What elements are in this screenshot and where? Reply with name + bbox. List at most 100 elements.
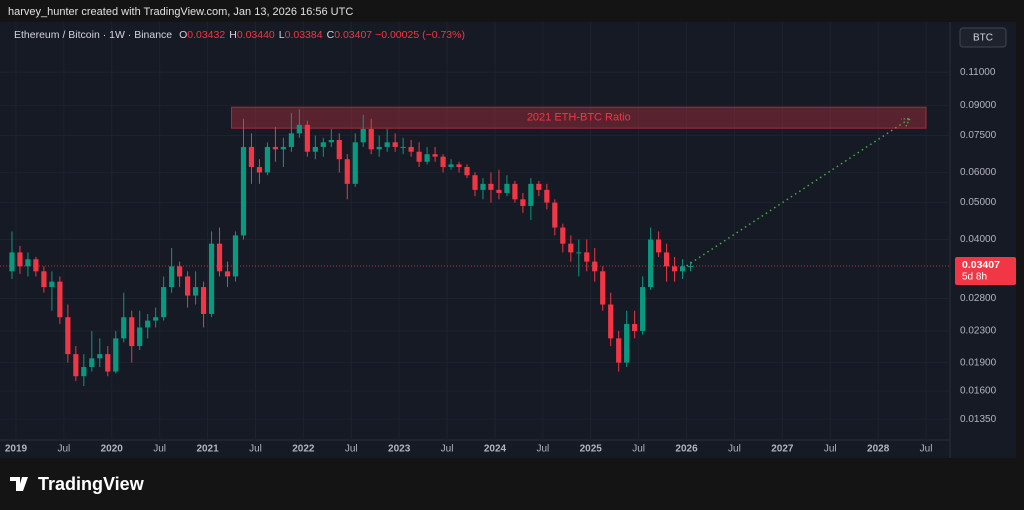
candle-body — [81, 367, 87, 377]
candle-body — [224, 271, 231, 277]
x-tick-label: Jul — [153, 444, 166, 455]
candle-body — [656, 239, 662, 253]
ohlc-key: O — [179, 29, 188, 41]
bar-countdown: 5d 8h — [962, 272, 987, 283]
x-tick-label: 2023 — [388, 444, 411, 455]
y-tick-label: 0.11000 — [960, 67, 996, 78]
x-tick-label: 2028 — [867, 444, 890, 455]
x-tick-label: Jul — [441, 444, 454, 455]
candle-body — [248, 146, 255, 168]
candle-body — [512, 183, 518, 200]
candle-body — [432, 154, 438, 157]
candle-body — [344, 159, 350, 184]
x-tick-label: 2025 — [580, 444, 603, 455]
candle-body — [33, 259, 39, 272]
candle-body — [504, 183, 510, 193]
candle-body — [416, 151, 422, 162]
candle-body — [608, 304, 614, 339]
candle-body — [632, 323, 638, 332]
candle-body — [584, 252, 590, 262]
symbol: Ethereum / Bitcoin · 1W · Binance — [14, 29, 173, 41]
candle-body — [496, 189, 502, 193]
x-tick-label: Jul — [920, 444, 933, 455]
candle-body — [73, 354, 79, 377]
candle-body — [624, 323, 630, 363]
candle-body — [65, 317, 71, 355]
candle-body — [177, 266, 183, 277]
candle-body — [671, 266, 678, 272]
candle-body — [640, 287, 646, 332]
candle-body — [192, 287, 199, 296]
ohlc-key: H — [229, 29, 237, 41]
candle-body — [536, 183, 542, 190]
candle-body — [121, 317, 127, 339]
candle-body — [320, 142, 326, 147]
candle-body — [232, 235, 239, 277]
candle-body — [488, 183, 494, 190]
currency-button[interactable] — [959, 27, 1007, 48]
candle-body — [560, 227, 566, 244]
candle-body — [368, 129, 374, 150]
candle-body — [552, 202, 558, 228]
x-tick-label: 2019 — [5, 444, 28, 455]
candle-body — [616, 338, 622, 363]
last-price-label: 0.03407 — [962, 259, 1000, 271]
symbol-legend: Ethereum / Bitcoin · 1W · Binance O0.034… — [14, 29, 465, 41]
candle-body — [472, 175, 478, 190]
candle-body — [113, 338, 119, 372]
last-price-tag — [955, 257, 1016, 286]
candle-body — [663, 252, 670, 267]
candle-body — [328, 140, 334, 143]
candle-body — [9, 252, 15, 272]
candle-body — [648, 239, 654, 288]
candle-body — [153, 317, 159, 321]
ohlc-value: 0.03440 — [236, 29, 275, 41]
resistance-zone — [231, 106, 927, 129]
candle-body — [336, 140, 342, 160]
logo-text: TradingView — [38, 474, 145, 494]
candle-body — [41, 271, 47, 288]
x-tick-label: 2026 — [675, 444, 698, 455]
candle-body — [408, 146, 414, 152]
candle-body — [169, 266, 175, 288]
candle-body — [568, 243, 574, 253]
y-tick-label: 0.07500 — [960, 130, 997, 141]
candle-body — [200, 287, 207, 314]
candle-body — [687, 266, 694, 268]
candle-body — [216, 243, 223, 272]
candle-body — [129, 317, 135, 347]
candle-body — [392, 142, 398, 147]
y-tick-label: 0.02800 — [960, 293, 997, 304]
ohlc-value: 0.03384 — [284, 29, 323, 41]
x-tick-label: Jul — [536, 444, 549, 455]
ohlc-value: 0.03407 — [334, 29, 373, 41]
candle-body — [49, 281, 55, 288]
candle-body — [520, 199, 526, 206]
candle-body — [600, 271, 606, 305]
candle-body — [544, 189, 550, 203]
projection-arrowhead — [901, 117, 912, 127]
attribution: harvey_hunter created with TradingView.c… — [8, 6, 353, 18]
currency-button-label[interactable]: BTC — [973, 33, 993, 44]
y-tick-label: 0.09000 — [960, 100, 997, 111]
x-tick-label: Jul — [249, 444, 262, 455]
x-tick-label: 2027 — [771, 444, 794, 455]
candle-body — [464, 167, 470, 176]
candle-body — [105, 354, 111, 372]
x-tick-label: Jul — [728, 444, 741, 455]
candle-body — [89, 358, 95, 368]
candle-body — [145, 320, 151, 328]
x-tick-label: Jul — [824, 444, 837, 455]
candle-body — [240, 146, 247, 236]
y-tick-label: 0.02300 — [960, 326, 997, 337]
candle-body — [272, 146, 279, 150]
candle-body — [256, 167, 263, 173]
candle-body — [17, 252, 23, 267]
candle-body — [352, 142, 358, 184]
ohlc-values: O0.03432 H0.03440 L0.03384 C0.03407 — [175, 29, 372, 41]
y-tick-label: 0.06000 — [960, 167, 997, 178]
ohlc-key: L — [278, 29, 285, 41]
x-tick-label: 2021 — [196, 444, 219, 455]
